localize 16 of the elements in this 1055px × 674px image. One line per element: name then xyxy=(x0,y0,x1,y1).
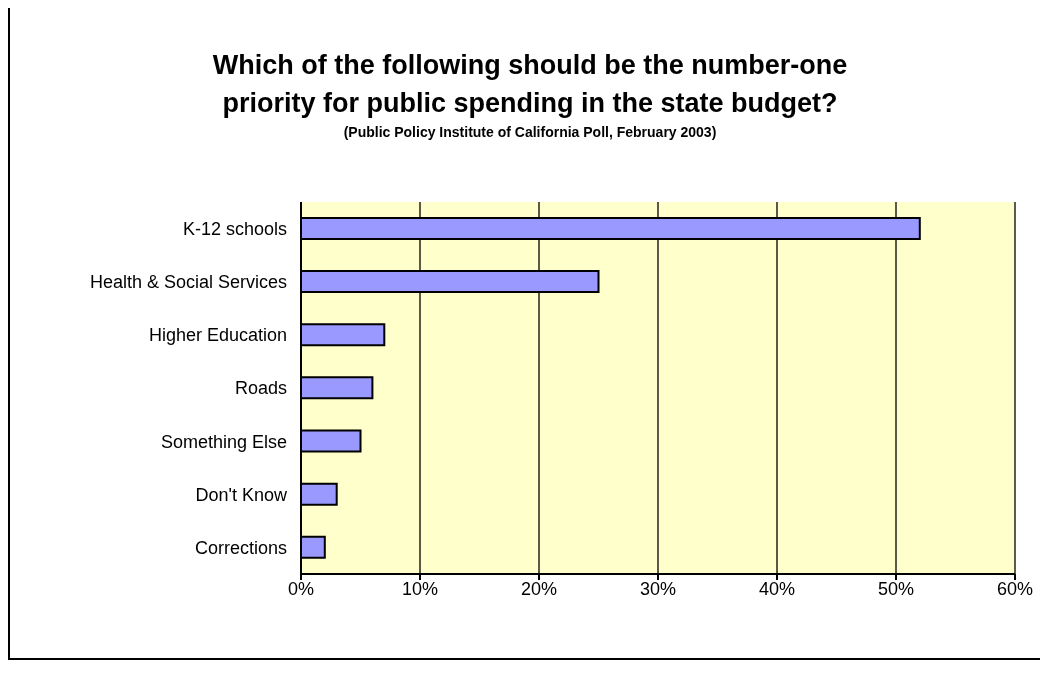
x-tick-label: 60% xyxy=(996,578,1034,599)
x-tick-label: 0% xyxy=(287,578,315,599)
x-tick-label: 20% xyxy=(520,578,558,599)
chart-title: Which of the following should be the number-one priority for public spending in the state budget? xyxy=(211,49,849,120)
x-tick-label: 30% xyxy=(639,578,677,599)
chart-subtitle: (Public Policy Institute of California Poll, February 2003) xyxy=(342,124,718,140)
y-tick-label: Corrections xyxy=(194,537,287,558)
x-tick-label: 50% xyxy=(877,578,915,599)
y-tick-label: Higher Education xyxy=(148,325,287,346)
y-tick-label: Health & Social Services xyxy=(89,272,287,293)
x-tick-label: 10% xyxy=(401,578,439,599)
y-tick-label: Something Else xyxy=(160,431,287,452)
y-tick-label: Roads xyxy=(234,378,287,399)
y-tick-label: K-12 schools xyxy=(182,218,287,239)
y-tick-label: Don't Know xyxy=(195,484,288,505)
x-tick-label: 40% xyxy=(758,578,796,599)
